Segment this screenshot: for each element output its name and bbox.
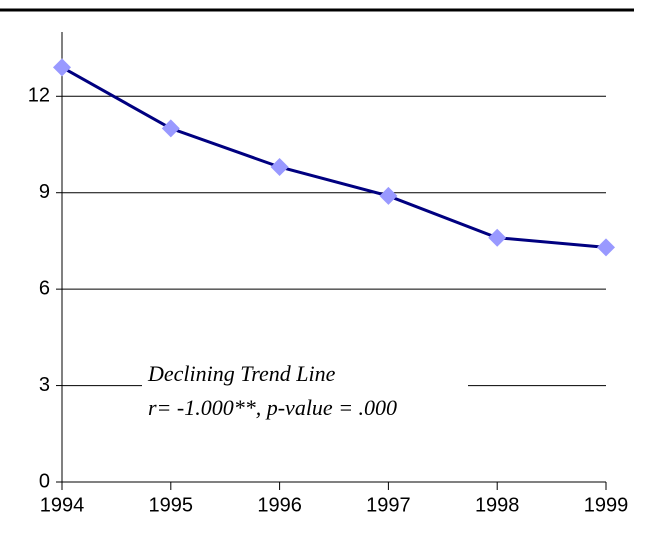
y-tick-label: 6 — [39, 277, 50, 299]
y-tick-label: 9 — [39, 181, 50, 203]
x-tick-label: 1999 — [584, 494, 629, 516]
x-tick-label: 1996 — [257, 494, 302, 516]
annotation: r= -1.000**, p-value = .000 — [148, 395, 397, 420]
x-tick-label: 1994 — [40, 494, 85, 516]
marker — [161, 119, 180, 138]
x-tick-label: 1998 — [475, 494, 520, 516]
annotation: Declining Trend Line — [147, 361, 336, 386]
marker — [379, 186, 398, 205]
line — [61, 66, 607, 249]
marker — [53, 58, 71, 77]
marker — [270, 158, 289, 176]
x-tick-label: 1997 — [366, 494, 411, 516]
marker — [597, 238, 615, 257]
marker — [488, 228, 507, 247]
annotation-box — [142, 352, 468, 424]
y-tick-label: 12 — [28, 85, 50, 107]
y-tick-label: 0 — [39, 470, 50, 492]
y-tick-label: 3 — [39, 374, 50, 396]
x-tick-label: 1995 — [149, 494, 194, 516]
